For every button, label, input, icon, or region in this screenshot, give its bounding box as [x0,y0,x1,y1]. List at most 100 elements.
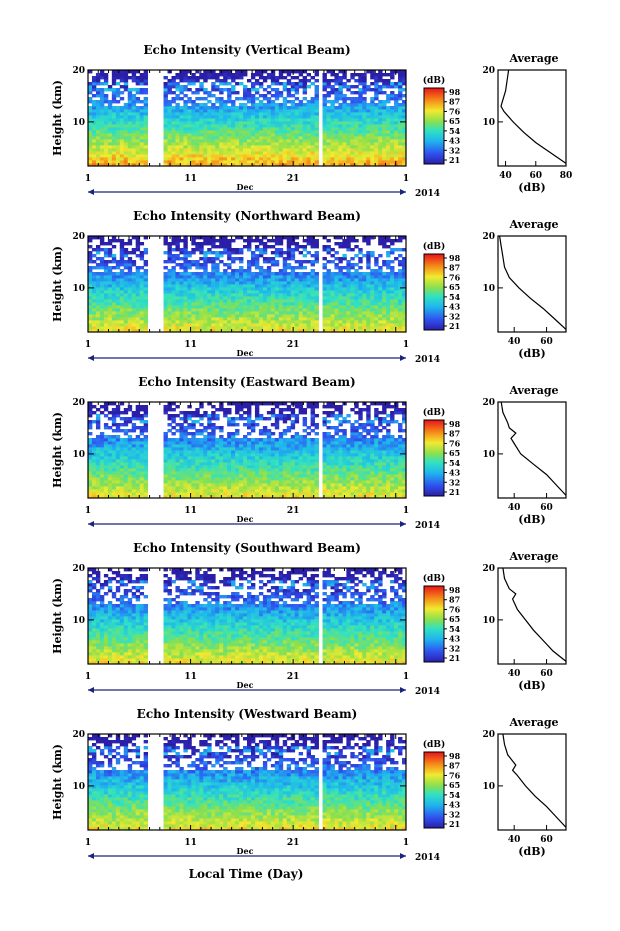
panel-title: Echo Intensity (Eastward Beam) [138,375,355,389]
x-tick-label: 1 [403,174,409,184]
average-frame [497,401,567,499]
heatmap-cells [88,734,407,831]
average-x-tick-label: 80 [560,171,573,181]
y-tick-label: 20 [72,232,85,242]
x-tick-label: 21 [287,506,300,516]
colorbar-label: 43 [449,302,461,312]
x-tick-label: 11 [184,672,197,682]
heatmap-frame [87,567,407,665]
panel-title: Echo Intensity (Westward Beam) [137,707,358,721]
colorbar-label: 21 [449,653,460,663]
average-x-label: (dB) [518,679,545,692]
month-arrow-left [88,687,94,693]
heatmap-cells [88,236,407,333]
x-axis-title: Local Time (Day) [189,867,304,881]
y-tick-label: 10 [72,118,85,128]
colorbar-label: 21 [449,819,460,829]
average-frame [497,567,567,665]
year-label: 2014 [415,189,440,199]
colorbar-label: 98 [449,419,461,429]
month-label: Dec [237,846,254,856]
average-frame [497,235,567,333]
colorbar-label: 98 [449,87,461,97]
heatmap-frame [87,235,407,333]
x-tick-label: 11 [184,506,197,516]
average-x-tick-label: 40 [508,337,521,347]
x-tick-label: 11 [184,838,197,848]
average-y-tick-label: 10 [482,782,495,792]
heatmap-cells [88,568,407,665]
month-label: Dec [237,514,254,524]
month-arrow-right [400,355,406,361]
y-tick-label: 20 [72,66,85,76]
month-arrow-left [88,521,94,527]
colorbar-label: 87 [449,761,460,771]
y-tick-label: 10 [72,284,85,294]
y-axis-label: Height (km) [51,412,64,488]
colorbar-label: 87 [449,97,460,107]
month-arrow-right [400,687,406,693]
average-x-label: (dB) [518,347,545,360]
average-title: Average [508,52,558,65]
year-label: 2014 [415,355,440,365]
colorbar [423,585,445,663]
colorbar-label: 98 [449,253,461,263]
average-y-tick-label: 20 [482,398,495,408]
average-title: Average [508,716,558,729]
average-title: Average [508,550,558,563]
panel-title: Echo Intensity (Northward Beam) [133,209,361,223]
average-x-label: (dB) [518,513,545,526]
colorbar-label: 65 [449,448,460,458]
x-tick-label: 1 [85,838,91,848]
colorbar-label: 98 [449,751,461,761]
colorbar-unit: (dB) [423,75,445,86]
month-arrow-right [400,521,406,527]
colorbar-label: 65 [449,282,460,292]
month-arrow-right [400,853,406,859]
x-tick-label: 21 [287,340,300,350]
x-tick-label: 11 [184,174,197,184]
average-x-label: (dB) [518,845,545,858]
colorbar-label: 21 [449,487,460,497]
x-tick-label: 21 [287,838,300,848]
x-tick-label: 1 [85,506,91,516]
colorbar [423,419,445,497]
month-label: Dec [237,680,254,690]
average-profile-line [500,69,567,164]
average-y-tick-label: 10 [482,118,495,128]
y-tick-label: 10 [72,450,85,460]
average-x-tick-label: 40 [508,669,521,679]
heatmap-cells [88,70,407,167]
colorbar-unit: (dB) [423,739,445,750]
y-axis-label: Height (km) [51,578,64,654]
average-x-label: (dB) [518,181,545,194]
colorbar-label: 43 [449,800,461,810]
colorbar-unit: (dB) [423,573,445,584]
heatmap-frame [87,69,407,167]
average-profile-line [499,235,567,330]
colorbar [423,751,445,829]
average-frame [497,69,567,167]
colorbar-label: 76 [449,438,461,448]
colorbar-label: 76 [449,770,461,780]
month-label: Dec [237,348,254,358]
average-x-tick-label: 60 [540,835,553,845]
colorbar-label: 54 [449,624,461,634]
average-x-tick-label: 40 [499,171,512,181]
colorbar-label: 54 [449,790,461,800]
colorbar-label: 98 [449,585,461,595]
colorbar-label: 76 [449,604,461,614]
average-x-tick-label: 60 [540,337,553,347]
colorbar-label: 32 [449,809,460,819]
month-arrow-left [88,189,94,195]
colorbar-label: 54 [449,292,461,302]
x-tick-label: 1 [403,672,409,682]
panel-title: Echo Intensity (Vertical Beam) [143,43,350,57]
average-x-tick-label: 60 [540,503,553,513]
colorbar-label: 32 [449,477,460,487]
y-axis-label: Height (km) [51,744,64,820]
